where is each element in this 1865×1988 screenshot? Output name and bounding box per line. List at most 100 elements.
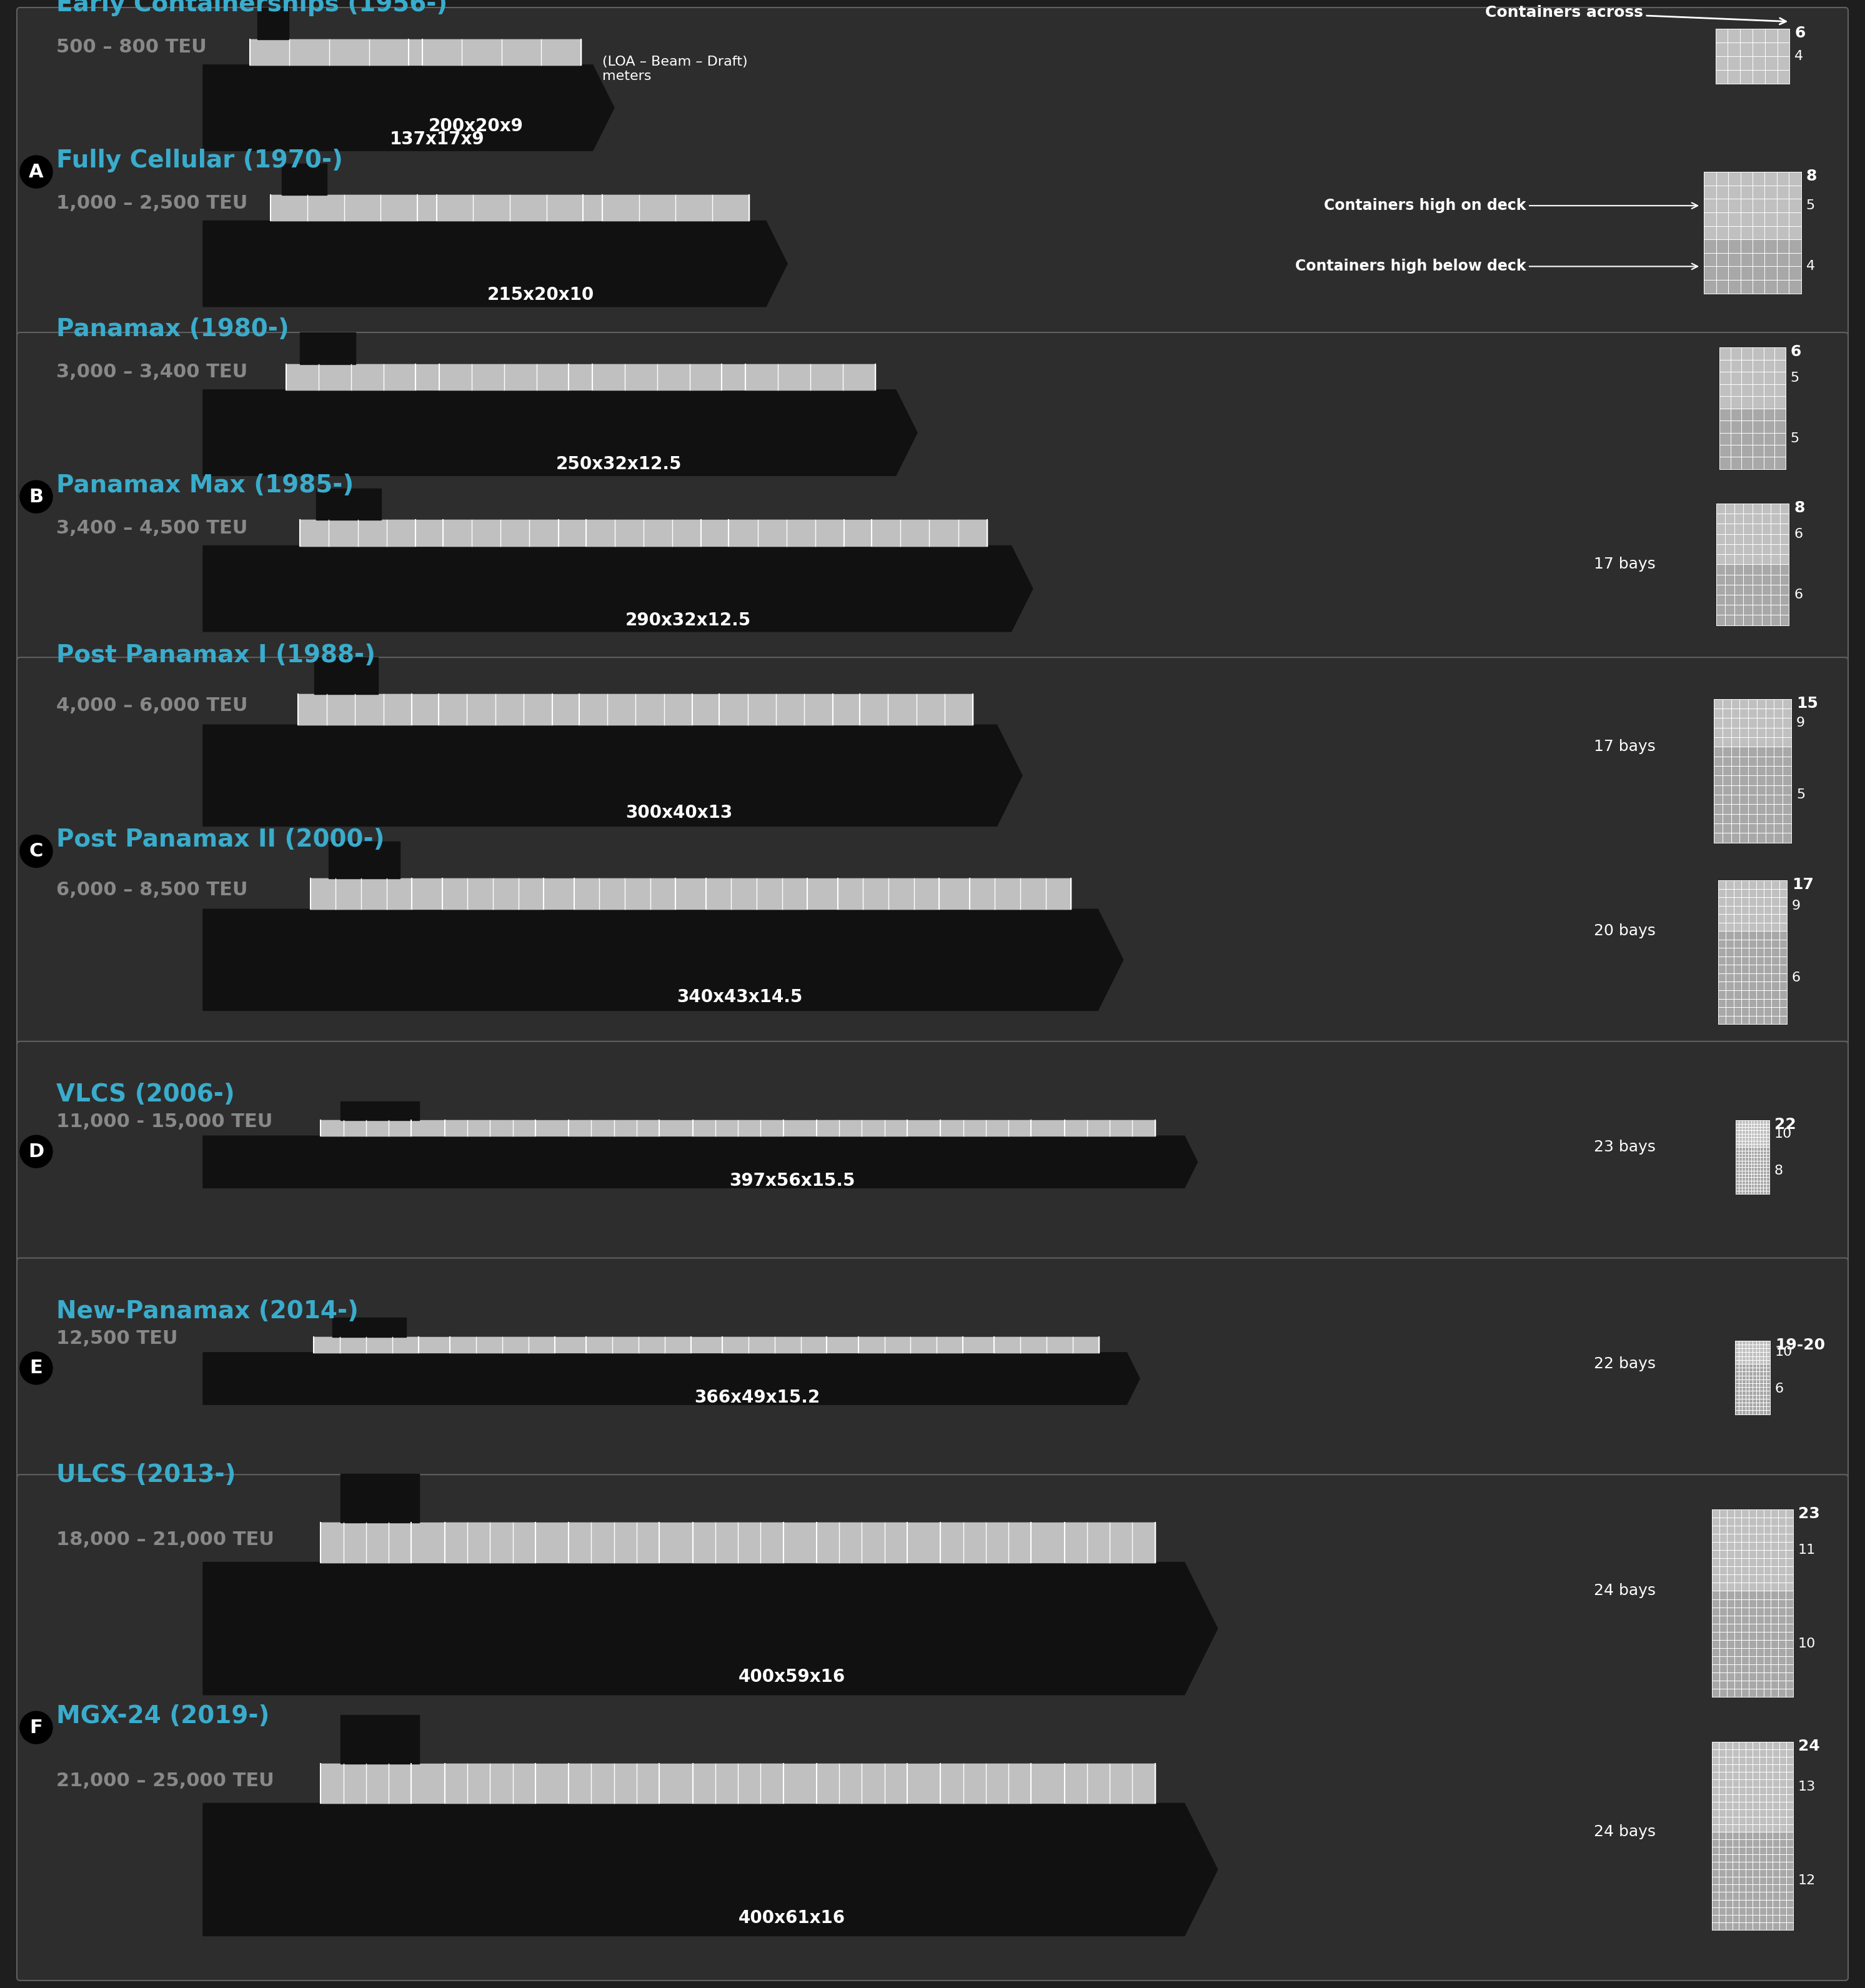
Bar — [1716, 503, 1789, 565]
Text: 6: 6 — [1794, 588, 1803, 600]
Text: 6: 6 — [1792, 972, 1800, 984]
Polygon shape — [203, 66, 614, 151]
Text: 250x32x12.5: 250x32x12.5 — [556, 455, 683, 473]
Bar — [1718, 930, 1787, 1024]
Text: C: C — [30, 843, 43, 861]
Text: 10: 10 — [1775, 1346, 1792, 1358]
FancyBboxPatch shape — [17, 332, 1848, 662]
Text: 24 bays: 24 bays — [1595, 1584, 1656, 1598]
Text: Containers across: Containers across — [1485, 4, 1787, 24]
Text: 400x59x16: 400x59x16 — [739, 1668, 845, 1686]
Circle shape — [21, 1352, 52, 1384]
Text: 11: 11 — [1798, 1545, 1817, 1557]
Text: 4,000 – 6,000 TEU: 4,000 – 6,000 TEU — [56, 696, 248, 714]
Polygon shape — [203, 726, 1022, 827]
Circle shape — [21, 835, 52, 867]
Polygon shape — [341, 1716, 420, 1763]
Text: 24 bays: 24 bays — [1595, 1825, 1656, 1839]
Text: Fully Cellular (1970-): Fully Cellular (1970-) — [56, 149, 343, 173]
Text: 366x49x15.2: 366x49x15.2 — [694, 1390, 821, 1406]
Text: 6: 6 — [1775, 1384, 1783, 1396]
Text: Early Containerships (1956-): Early Containerships (1956-) — [56, 0, 448, 16]
Text: 10: 10 — [1774, 1127, 1792, 1139]
Polygon shape — [203, 547, 1033, 632]
Text: 137x17x9: 137x17x9 — [390, 131, 485, 147]
Text: Panamax Max (1985-): Panamax Max (1985-) — [56, 473, 354, 497]
Polygon shape — [257, 8, 289, 40]
Text: 340x43x14.5: 340x43x14.5 — [677, 988, 802, 1006]
Text: 6: 6 — [1790, 344, 1802, 360]
Text: F: F — [30, 1718, 43, 1738]
Text: New-Panamax (2014-): New-Panamax (2014-) — [56, 1300, 358, 1324]
Text: 4: 4 — [1805, 260, 1815, 272]
Text: VLCS (2006-): VLCS (2006-) — [56, 1083, 235, 1107]
Polygon shape — [203, 909, 1123, 1010]
Text: 9: 9 — [1792, 899, 1800, 912]
Text: 12,500 TEU: 12,500 TEU — [56, 1330, 177, 1348]
Bar — [1705, 239, 1802, 294]
Polygon shape — [300, 332, 356, 364]
FancyBboxPatch shape — [17, 1258, 1848, 1479]
Text: 8: 8 — [1774, 1165, 1783, 1177]
Polygon shape — [341, 1101, 420, 1121]
Text: 11,000 - 15,000 TEU: 11,000 - 15,000 TEU — [56, 1113, 272, 1131]
Text: 9: 9 — [1796, 716, 1805, 730]
Text: 20 bays: 20 bays — [1595, 924, 1656, 938]
Text: 4: 4 — [1794, 50, 1803, 62]
Text: 24: 24 — [1798, 1740, 1820, 1753]
Text: 300x40x13: 300x40x13 — [627, 803, 733, 821]
Bar — [1720, 348, 1785, 408]
Bar — [1712, 1590, 1792, 1698]
Bar — [1736, 1147, 1770, 1195]
Polygon shape — [203, 1563, 1218, 1696]
Text: Post Panamax I (1988-): Post Panamax I (1988-) — [56, 644, 375, 668]
Text: 290x32x12.5: 290x32x12.5 — [625, 612, 752, 628]
Polygon shape — [203, 1352, 1140, 1406]
Bar — [1718, 881, 1787, 930]
Text: 19-20: 19-20 — [1775, 1338, 1826, 1352]
Text: 17 bays: 17 bays — [1595, 740, 1656, 753]
Polygon shape — [203, 1135, 1197, 1189]
Polygon shape — [203, 221, 787, 306]
Circle shape — [21, 481, 52, 513]
Text: MGX-24 (2019-): MGX-24 (2019-) — [56, 1704, 270, 1728]
Text: 6,000 – 8,500 TEU: 6,000 – 8,500 TEU — [56, 881, 248, 899]
Circle shape — [21, 1712, 52, 1743]
Text: E: E — [30, 1360, 43, 1378]
Text: 400x61x16: 400x61x16 — [739, 1908, 845, 1926]
Text: 17 bays: 17 bays — [1595, 557, 1656, 573]
Text: 6: 6 — [1794, 527, 1803, 541]
Text: Post Panamax II (2000-): Post Panamax II (2000-) — [56, 827, 384, 851]
Text: D: D — [28, 1143, 45, 1161]
Text: 500 – 800 TEU: 500 – 800 TEU — [56, 38, 207, 56]
Bar — [1712, 1741, 1792, 1833]
Polygon shape — [341, 1473, 420, 1523]
Text: 215x20x10: 215x20x10 — [487, 286, 595, 304]
Bar — [1716, 28, 1790, 83]
FancyBboxPatch shape — [17, 1475, 1848, 1980]
FancyBboxPatch shape — [17, 8, 1848, 336]
FancyBboxPatch shape — [17, 658, 1848, 1046]
Bar — [1712, 1509, 1792, 1590]
Circle shape — [21, 155, 52, 189]
Bar — [1720, 408, 1785, 469]
Bar — [1734, 1364, 1770, 1413]
Text: 15: 15 — [1796, 696, 1818, 712]
Text: Containers high below deck: Containers high below deck — [1294, 258, 1697, 274]
Polygon shape — [332, 1318, 407, 1338]
Text: 22 bays: 22 bays — [1595, 1356, 1656, 1372]
Text: 8: 8 — [1794, 501, 1805, 515]
Polygon shape — [317, 489, 380, 521]
Text: 6: 6 — [1794, 26, 1805, 40]
Polygon shape — [282, 163, 326, 195]
Bar — [1736, 1121, 1770, 1147]
Text: 23: 23 — [1798, 1507, 1820, 1521]
Text: (LOA – Beam – Draft)
meters: (LOA – Beam – Draft) meters — [602, 56, 748, 83]
Text: B: B — [30, 487, 43, 505]
Circle shape — [21, 1135, 52, 1167]
Text: 21,000 – 25,000 TEU: 21,000 – 25,000 TEU — [56, 1771, 274, 1789]
Bar — [1734, 1340, 1770, 1364]
Bar — [1714, 747, 1790, 843]
Text: 12: 12 — [1798, 1875, 1817, 1887]
Bar — [1705, 171, 1802, 239]
